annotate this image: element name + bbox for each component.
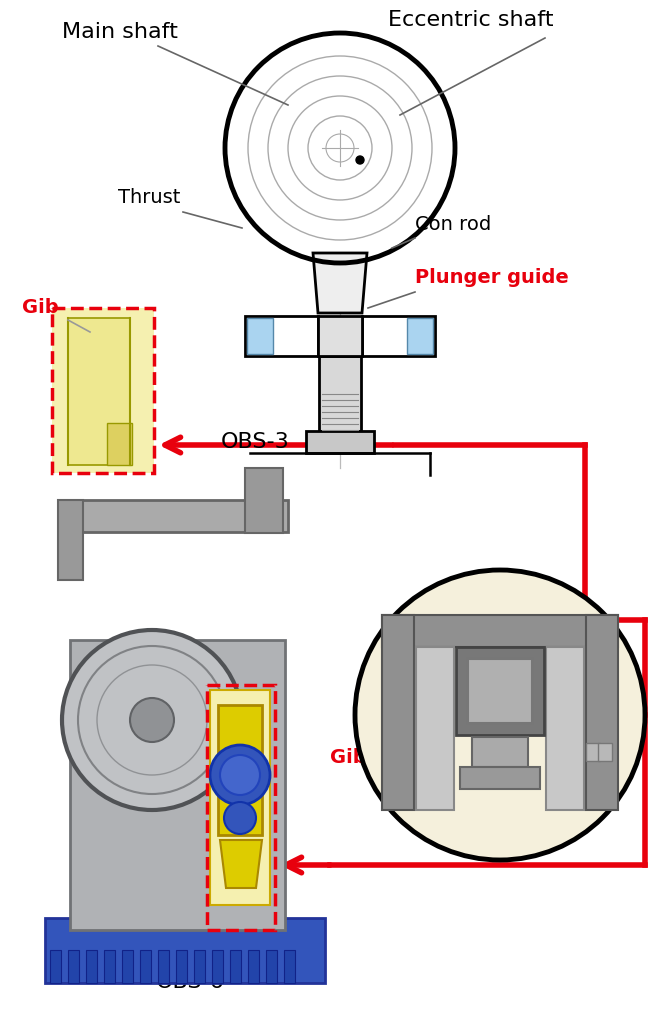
Bar <box>416 647 454 810</box>
Bar <box>266 950 277 983</box>
Circle shape <box>130 698 174 742</box>
Bar <box>318 316 362 356</box>
Bar <box>107 423 132 465</box>
Bar <box>468 659 532 723</box>
Text: Eccentric shaft: Eccentric shaft <box>388 10 553 30</box>
Text: Con rod: Con rod <box>415 215 491 234</box>
Bar <box>319 356 361 431</box>
Circle shape <box>224 802 256 834</box>
Bar <box>245 468 283 533</box>
Bar <box>460 767 540 790</box>
Bar <box>50 950 61 983</box>
Text: Thrust: Thrust <box>118 188 180 207</box>
Bar <box>248 950 259 983</box>
Polygon shape <box>220 840 262 888</box>
Bar <box>230 950 241 983</box>
Circle shape <box>62 630 242 810</box>
Text: Main shaft: Main shaft <box>62 22 178 42</box>
Bar <box>382 615 618 647</box>
Text: OBS-3: OBS-3 <box>220 432 289 452</box>
Text: OBS-6: OBS-6 <box>156 972 224 992</box>
Bar <box>86 950 97 983</box>
Bar <box>70 640 285 930</box>
Bar <box>52 308 154 473</box>
Circle shape <box>210 745 270 805</box>
Bar <box>176 950 187 983</box>
Bar <box>122 950 133 983</box>
Bar <box>104 950 115 983</box>
Text: Gib: Gib <box>330 748 367 767</box>
Circle shape <box>355 570 645 860</box>
Bar <box>158 950 169 983</box>
Bar <box>284 950 295 983</box>
Bar <box>546 647 584 810</box>
Bar <box>456 647 544 735</box>
Bar <box>586 743 600 761</box>
Bar <box>586 615 618 810</box>
Bar <box>598 743 612 761</box>
Bar <box>247 318 273 354</box>
Bar <box>210 690 270 905</box>
Bar <box>382 615 414 810</box>
Bar <box>218 705 262 835</box>
Bar <box>52 308 154 473</box>
Bar <box>245 316 318 356</box>
Bar <box>68 950 79 983</box>
Text: Plunger guide: Plunger guide <box>415 268 569 287</box>
Bar <box>407 318 433 354</box>
Bar <box>306 431 374 453</box>
Bar <box>362 316 435 356</box>
Circle shape <box>356 156 364 164</box>
Bar <box>58 500 83 580</box>
Bar <box>58 500 288 533</box>
Bar <box>140 950 151 983</box>
Bar <box>194 950 205 983</box>
Bar <box>207 685 275 930</box>
Circle shape <box>220 755 260 795</box>
Bar <box>45 918 325 983</box>
Bar <box>472 737 528 767</box>
Bar <box>212 950 223 983</box>
Text: Gib: Gib <box>22 298 59 317</box>
Polygon shape <box>313 253 367 313</box>
Bar <box>68 318 130 465</box>
